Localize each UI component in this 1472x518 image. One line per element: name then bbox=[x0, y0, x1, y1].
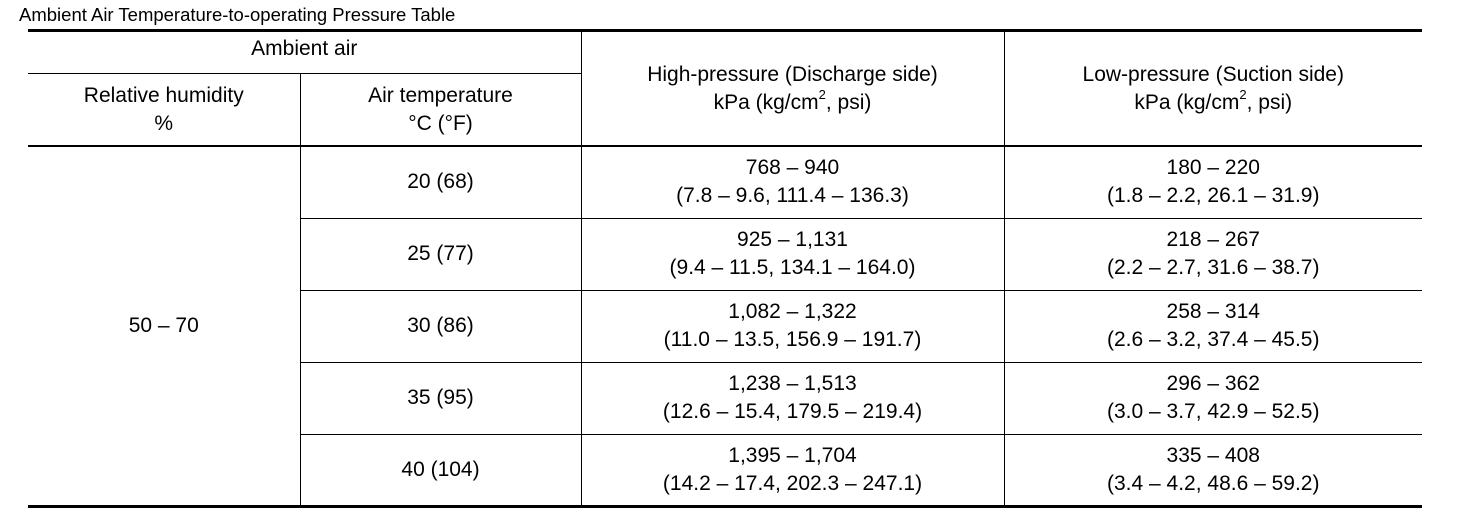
table-row: 40 (104) 1,395 – 1,704 (14.2 – 17.4, 202… bbox=[28, 433, 1422, 508]
pressure-table: Ambient air High-pressure (Discharge sid… bbox=[28, 29, 1422, 508]
high-pressure-header: High-pressure (Discharge side) kPa (kg/c… bbox=[580, 29, 1005, 147]
relative-humidity-cell: 50 – 70 bbox=[28, 145, 301, 508]
air-temp-cell: 40 (104) bbox=[300, 433, 582, 508]
air-temp-cell: 25 (77) bbox=[300, 217, 582, 291]
high-pressure-cell: 925 – 1,131 (9.4 – 11.5, 134.1 – 164.0) bbox=[580, 217, 1005, 291]
ambient-air-header: Ambient air bbox=[28, 29, 582, 74]
air-temp-cell: 30 (86) bbox=[300, 289, 582, 363]
relative-humidity-header: Relative humidity % bbox=[28, 73, 301, 147]
low-pressure-cell: 296 – 362 (3.0 – 3.7, 42.9 – 52.5) bbox=[1003, 361, 1422, 435]
low-pressure-header: Low-pressure (Suction side) kPa (kg/cm2,… bbox=[1003, 29, 1422, 147]
high-pressure-cell: 768 – 940 (7.8 – 9.6, 111.4 – 136.3) bbox=[580, 145, 1005, 219]
air-temperature-header: Air temperature °C (°F) bbox=[299, 73, 582, 147]
high-pressure-cell: 1,238 – 1,513 (12.6 – 15.4, 179.5 – 219.… bbox=[580, 361, 1005, 435]
low-pressure-cell: 218 – 267 (2.2 – 2.7, 31.6 – 38.7) bbox=[1003, 217, 1422, 291]
low-pressure-cell: 258 – 314 (2.6 – 3.2, 37.4 – 45.5) bbox=[1003, 289, 1422, 363]
air-temp-cell: 35 (95) bbox=[300, 361, 582, 435]
table-row: 35 (95) 1,238 – 1,513 (12.6 – 15.4, 179.… bbox=[28, 361, 1422, 435]
table-row: 30 (86) 1,082 – 1,322 (11.0 – 13.5, 156.… bbox=[28, 289, 1422, 363]
low-pressure-cell: 180 – 220 (1.8 – 2.2, 26.1 – 31.9) bbox=[1003, 145, 1422, 219]
high-pressure-cell: 1,082 – 1,322 (11.0 – 13.5, 156.9 – 191.… bbox=[580, 289, 1005, 363]
table-row: 50 – 70 20 (68) 768 – 940 (7.8 – 9.6, 11… bbox=[28, 145, 1422, 508]
low-pressure-cell: 335 – 408 (3.4 – 4.2, 48.6 – 59.2) bbox=[1003, 433, 1422, 508]
air-temp-cell: 20 (68) bbox=[299, 145, 582, 219]
high-pressure-cell: 1,395 – 1,704 (14.2 – 17.4, 202.3 – 247.… bbox=[580, 433, 1005, 508]
table-caption: Ambient Air Temperature-to-operating Pre… bbox=[19, 4, 456, 25]
